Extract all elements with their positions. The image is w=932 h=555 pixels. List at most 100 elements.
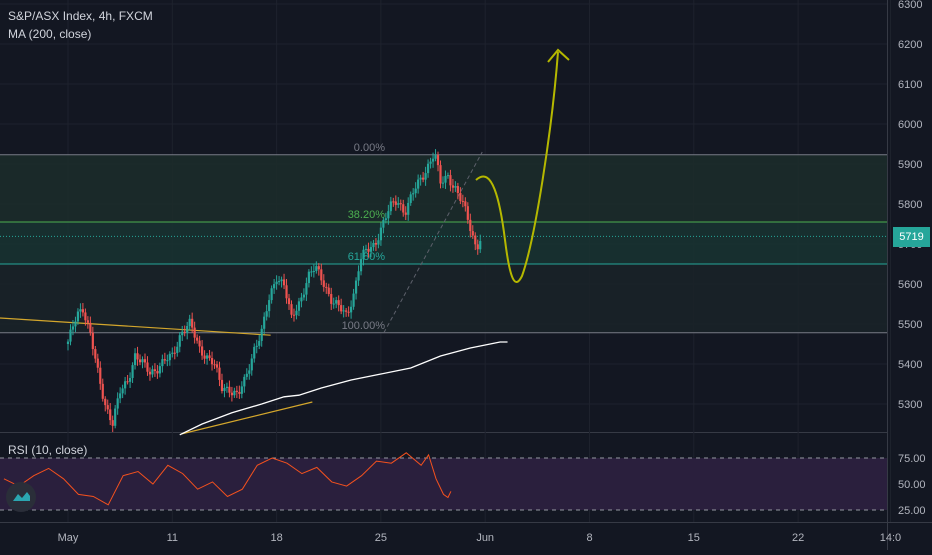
- candle-body: [402, 204, 405, 213]
- projection-curve: [475, 51, 559, 283]
- candle-body: [394, 201, 397, 205]
- price-tick-label: 5800: [898, 199, 922, 211]
- candle-body: [243, 376, 246, 387]
- trendline-upper: [0, 317, 271, 336]
- candle-body: [96, 358, 99, 368]
- tradingview-logo[interactable]: [6, 482, 36, 512]
- candle-body: [158, 366, 161, 374]
- rsi-legend[interactable]: RSI (10, close): [8, 443, 88, 457]
- candle-body: [474, 235, 477, 245]
- candle-body: [332, 303, 335, 305]
- candle-body: [171, 352, 174, 354]
- candle-body: [76, 311, 80, 322]
- candle-body: [426, 163, 430, 174]
- candle-body: [476, 244, 479, 250]
- fib-zone-38-62: [0, 222, 887, 264]
- candle-body: [449, 175, 452, 186]
- candle-body: [409, 194, 412, 203]
- candle-body: [201, 346, 204, 356]
- candle-body: [250, 358, 253, 371]
- candle-body: [382, 219, 385, 228]
- candle-body: [74, 321, 77, 327]
- candle-body: [109, 409, 112, 421]
- candle-body: [94, 349, 97, 359]
- candle-body: [213, 364, 216, 366]
- fib-label: 61.80%: [348, 251, 386, 263]
- candle-body: [345, 310, 348, 312]
- candle-body: [347, 311, 350, 313]
- price-tick-label: 5500: [898, 319, 922, 331]
- time-tick-label: 8: [586, 532, 592, 544]
- candle-body: [156, 371, 159, 374]
- candle-body: [181, 331, 184, 336]
- candle-body: [354, 280, 358, 294]
- candle-body: [128, 377, 132, 382]
- trendline-lower: [181, 401, 313, 435]
- projection-arrowhead: [547, 48, 570, 63]
- candle-body: [270, 288, 273, 301]
- candle-body: [260, 328, 263, 341]
- price-tick-label: 6100: [898, 79, 922, 91]
- candle-body: [377, 240, 380, 245]
- candle-body: [178, 335, 181, 347]
- candle-body: [233, 390, 236, 396]
- candle-body: [228, 386, 231, 393]
- candle-body: [268, 300, 271, 312]
- fib-zone-62-100: [0, 264, 887, 333]
- candle-body: [419, 177, 422, 180]
- candle-body: [389, 201, 392, 212]
- candle-body: [330, 294, 333, 304]
- candle-body: [399, 203, 402, 205]
- candle-body: [106, 405, 109, 410]
- candle-body: [255, 345, 258, 347]
- candle-body: [104, 398, 107, 406]
- symbol-legend[interactable]: S&P/ASX Index, 4h, FXCM: [8, 9, 153, 23]
- candle-body: [374, 242, 378, 245]
- candle-body: [166, 360, 169, 362]
- candle-body: [168, 353, 171, 361]
- candle-body: [429, 161, 432, 164]
- candle-body: [307, 271, 310, 284]
- candle-body: [148, 371, 152, 375]
- last-price-badge: 5719: [893, 227, 930, 247]
- candle-body: [71, 326, 75, 330]
- candle-body: [119, 393, 122, 399]
- fib-label: 38.20%: [348, 209, 386, 221]
- candle-body: [364, 248, 368, 250]
- candle-body: [240, 386, 243, 394]
- candle-body: [357, 271, 360, 281]
- candle-body: [287, 298, 291, 305]
- candle-body: [372, 242, 375, 248]
- candle-body: [469, 219, 472, 232]
- candle-body: [99, 367, 102, 384]
- candle-body: [230, 392, 233, 396]
- candle-body: [265, 311, 268, 317]
- time-tick-label: 22: [792, 532, 804, 544]
- candle-body: [317, 266, 320, 270]
- time-tick-label: 11: [167, 532, 178, 544]
- candle-body: [133, 353, 137, 366]
- candle-body: [471, 231, 474, 236]
- candle-body: [362, 249, 365, 260]
- ma-legend[interactable]: MA (200, close): [8, 27, 92, 41]
- candle-body: [384, 218, 387, 220]
- candle-body: [121, 388, 124, 394]
- price-tick-label: 6300: [898, 0, 922, 11]
- candle-body: [111, 420, 114, 426]
- price-tick-label: 5300: [898, 399, 922, 411]
- price-tick-label: 6200: [898, 39, 922, 51]
- price-tick-label: 5900: [898, 159, 922, 171]
- candle-body: [424, 173, 427, 180]
- candle-body: [350, 306, 353, 313]
- rsi-band: [0, 458, 887, 510]
- candle-body: [136, 353, 139, 360]
- candle-body: [277, 281, 281, 283]
- candle-body: [173, 352, 176, 354]
- candle-body: [69, 329, 72, 342]
- candle-body: [161, 359, 164, 367]
- candle-body: [456, 186, 459, 193]
- candle-body: [146, 362, 149, 372]
- time-tick-label: Jun: [476, 532, 494, 544]
